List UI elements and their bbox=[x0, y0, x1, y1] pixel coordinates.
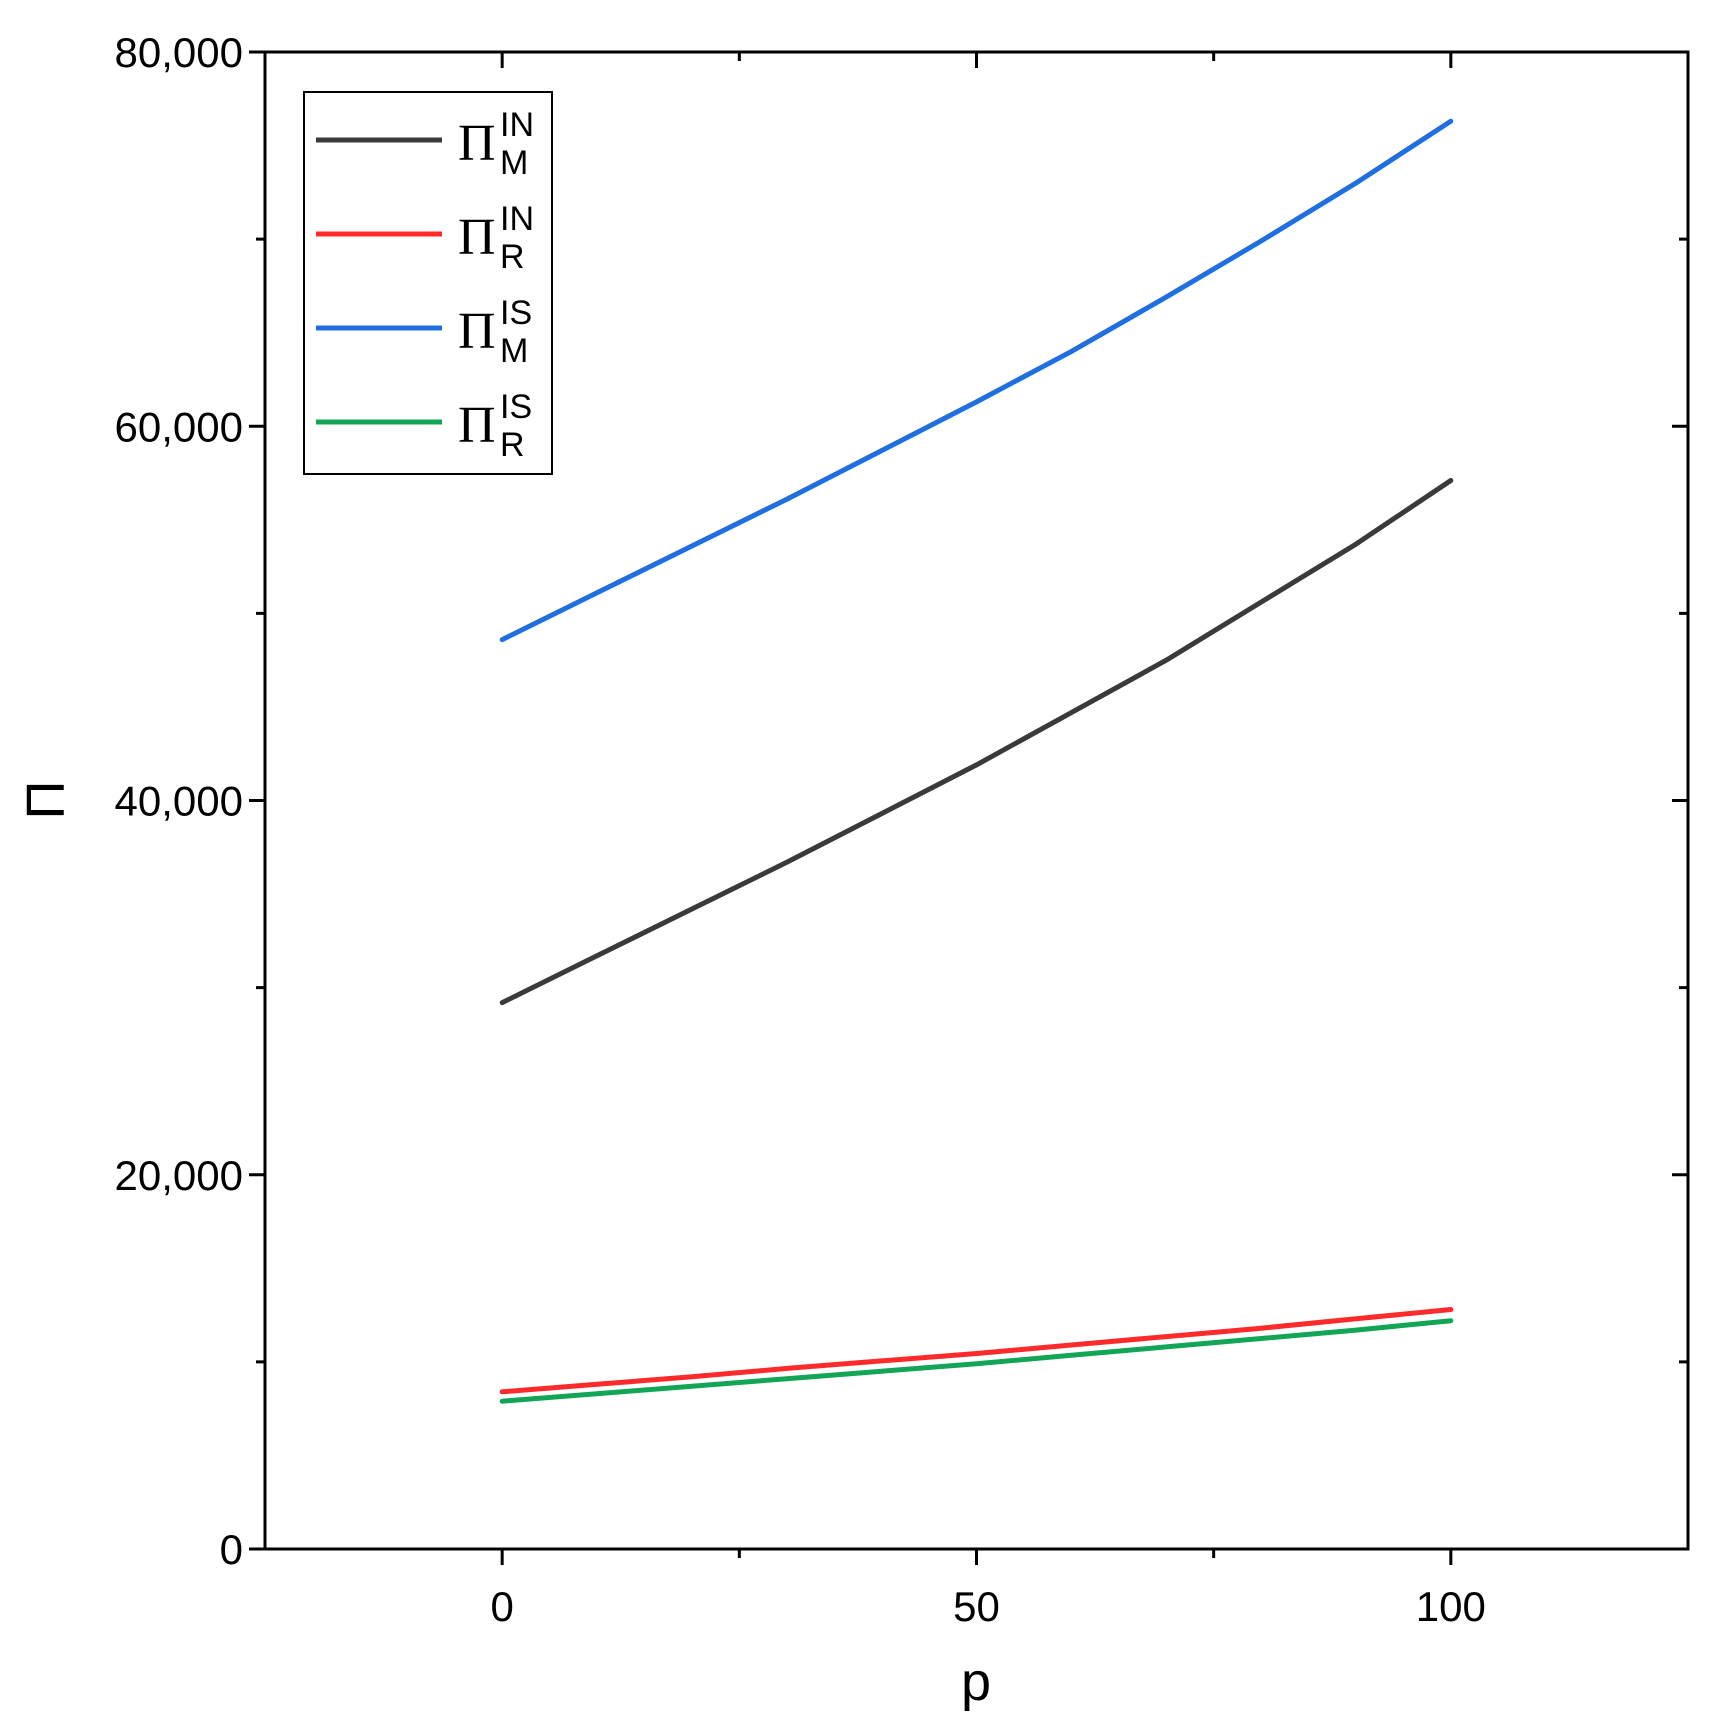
legend-item: Π ISR bbox=[316, 388, 532, 464]
series-line bbox=[499, 118, 1454, 643]
x-tick-label: 100 bbox=[1416, 1583, 1486, 1630]
legend-label-superscript: IN bbox=[500, 200, 534, 238]
legend-label-base: Π bbox=[458, 397, 496, 454]
y-tick-label: 40,000 bbox=[115, 778, 243, 825]
legend-label-superscript: IS bbox=[500, 388, 532, 426]
y-axis-title: Π bbox=[16, 781, 76, 820]
legend-label-subscript: R bbox=[500, 238, 525, 276]
legend-label-subscript: M bbox=[500, 144, 528, 182]
ticks-layer bbox=[249, 50, 1688, 1565]
y-tick-label: 20,000 bbox=[115, 1152, 243, 1199]
series-line bbox=[499, 1318, 1454, 1404]
series-layer bbox=[499, 118, 1454, 1404]
legend-label-subscript: R bbox=[500, 426, 525, 464]
y-tick-label: 0 bbox=[220, 1526, 243, 1573]
legend-label-superscript: IS bbox=[500, 294, 532, 332]
series-line bbox=[499, 478, 1454, 1006]
legend-label-base: Π bbox=[458, 209, 496, 266]
legend-label-subscript: M bbox=[500, 332, 528, 370]
legend-box bbox=[303, 91, 553, 475]
legend-item: Π INM bbox=[316, 106, 534, 182]
legend-label-base: Π bbox=[458, 115, 496, 172]
x-tick-label: 0 bbox=[490, 1583, 513, 1630]
y-tick-label: 60,000 bbox=[115, 403, 243, 450]
tick-labels-layer: 0 50 100 0 20,000 40,000 60,000 80,000 bbox=[115, 29, 1486, 1630]
legend-label-superscript: IN bbox=[500, 106, 534, 144]
series-line bbox=[499, 1307, 1454, 1395]
legend-item: Π ISM bbox=[316, 294, 532, 370]
x-axis-title: p bbox=[961, 1652, 991, 1712]
legend-label-base: Π bbox=[458, 303, 496, 360]
x-tick-label: 50 bbox=[953, 1583, 1000, 1630]
legend-item: Π INR bbox=[316, 200, 534, 276]
y-tick-label: 80,000 bbox=[115, 29, 243, 76]
